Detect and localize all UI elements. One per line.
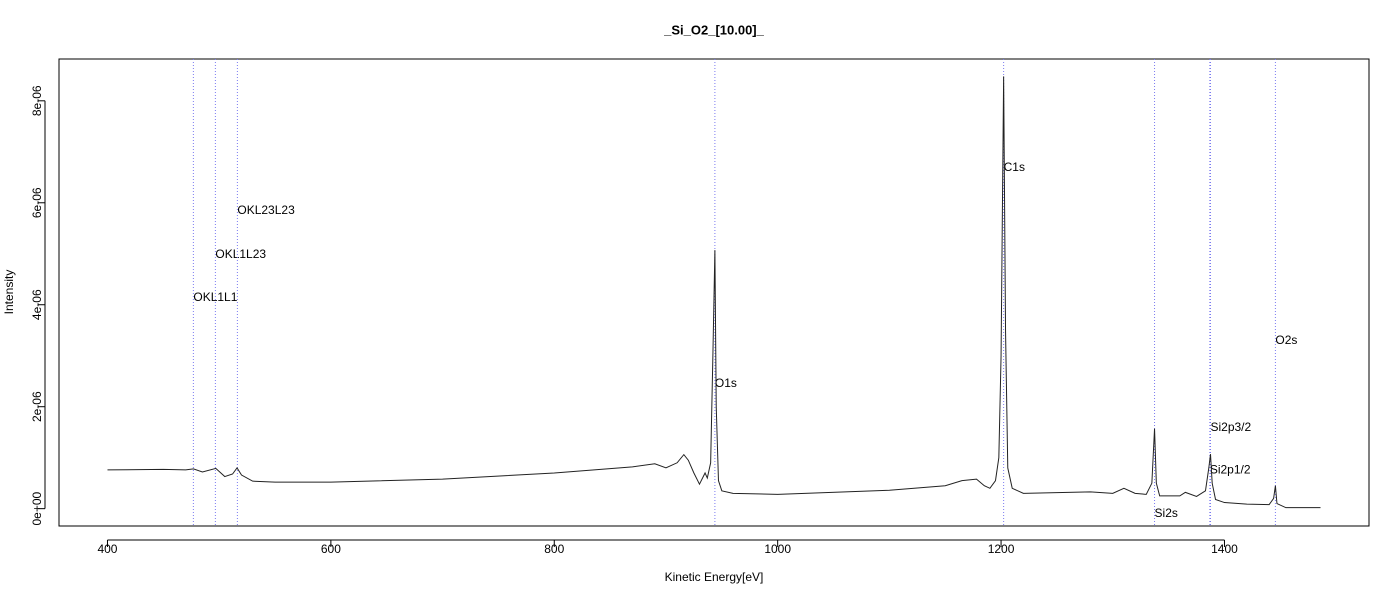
- marker-label: OKL1L23: [215, 247, 266, 261]
- x-axis-label: Kinetic Energy[eV]: [665, 570, 764, 584]
- x-tick-label: 600: [321, 542, 341, 556]
- x-tick-label: 1400: [1211, 542, 1238, 556]
- y-axis-label: Intensity: [2, 270, 16, 315]
- y-tick-label: 8e-06: [30, 85, 44, 116]
- y-tick-label: 2e-06: [30, 391, 44, 422]
- x-tick-label: 1200: [988, 542, 1015, 556]
- y-tick-label: 6e-06: [30, 187, 44, 218]
- y-tick-label: 0e+00: [30, 491, 44, 525]
- spectrum-line: [107, 76, 1321, 509]
- marker-label: Si2s: [1155, 506, 1178, 520]
- marker-label: C1s: [1004, 160, 1025, 174]
- marker-label: OKL23L23: [237, 203, 295, 217]
- marker-label: Si2p3/2: [1210, 420, 1251, 434]
- marker-label: O2s: [1275, 333, 1297, 347]
- plot-frame: [58, 58, 1370, 527]
- y-tick-label: 4e-06: [30, 289, 44, 320]
- x-tick-label: 400: [97, 542, 117, 556]
- x-tick-label: 800: [544, 542, 564, 556]
- x-tick-label: 1000: [764, 542, 791, 556]
- marker-label: Si2p1/2: [1210, 463, 1251, 477]
- marker-label: O1s: [715, 376, 737, 390]
- chart-title: _Si_O2_[10.00]_: [663, 22, 765, 37]
